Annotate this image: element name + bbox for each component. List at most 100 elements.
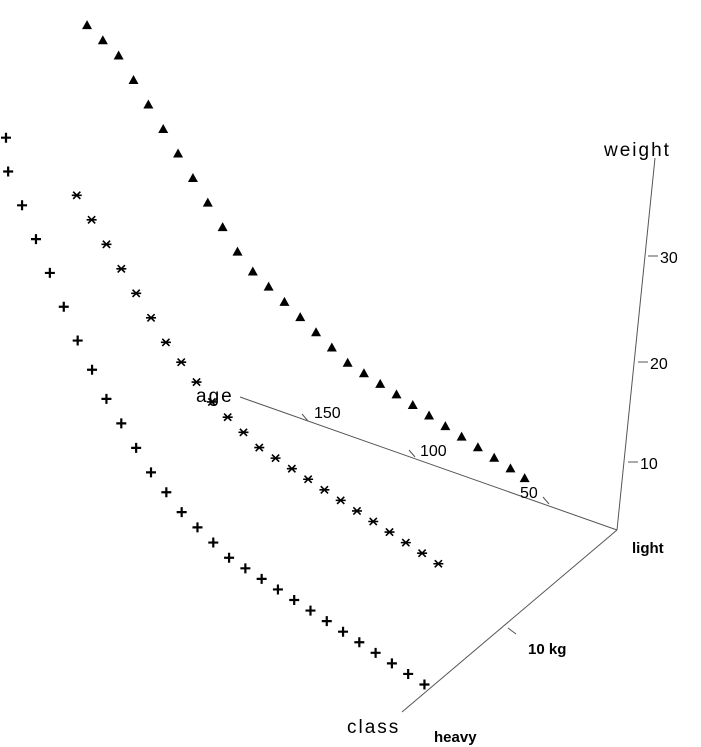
data-point-star-21 bbox=[101, 240, 112, 249]
data-point-star-4 bbox=[368, 517, 379, 526]
data-point-triangle-15 bbox=[279, 296, 290, 306]
data-point-plus-6 bbox=[321, 616, 332, 627]
data-point-triangle-3 bbox=[472, 442, 483, 452]
data-point-triangle-21 bbox=[187, 173, 198, 183]
data-point-triangle-13 bbox=[311, 327, 322, 337]
data-point-triangle-2 bbox=[489, 452, 500, 462]
data-point-star-2 bbox=[400, 538, 411, 547]
data-point-plus-16 bbox=[161, 487, 172, 498]
age-axis-line bbox=[239, 396, 618, 531]
data-point-star-16 bbox=[176, 358, 187, 367]
data-point-plus-2 bbox=[386, 658, 397, 669]
class-axis-line bbox=[401, 529, 618, 713]
data-point-star-15 bbox=[191, 377, 202, 387]
data-point-triangle-19 bbox=[217, 222, 228, 232]
data-point-triangle-4 bbox=[456, 431, 467, 441]
data-point-triangle-24 bbox=[143, 99, 154, 109]
data-point-plus-1 bbox=[403, 668, 414, 679]
data-point-star-8 bbox=[303, 475, 314, 484]
data-point-triangle-14 bbox=[295, 312, 306, 322]
data-point-star-17 bbox=[160, 338, 171, 347]
data-point-star-23 bbox=[71, 191, 82, 200]
data-point-triangle-26 bbox=[113, 50, 124, 60]
data-point-triangle-17 bbox=[247, 266, 258, 276]
data-point-triangle-6 bbox=[424, 410, 435, 420]
data-point-plus-12 bbox=[224, 552, 235, 563]
data-point-star-9 bbox=[286, 464, 297, 473]
data-point-star-3 bbox=[384, 527, 395, 537]
age-axis-label: age bbox=[196, 386, 234, 407]
data-point-plus-5 bbox=[338, 626, 349, 637]
data-point-star-0 bbox=[433, 559, 444, 568]
data-point-triangle-9 bbox=[375, 378, 386, 388]
data-point-triangle-10 bbox=[358, 368, 369, 378]
data-point-plus-15 bbox=[176, 507, 187, 518]
age-tick-100: 100 bbox=[420, 443, 447, 460]
data-point-triangle-0 bbox=[519, 473, 530, 483]
weight-axis-label: weight bbox=[603, 140, 671, 161]
data-point-plus-3 bbox=[370, 647, 381, 658]
data-point-triangle-12 bbox=[326, 342, 337, 352]
age-tick-50-mark bbox=[542, 496, 550, 505]
data-point-triangle-7 bbox=[407, 399, 418, 409]
data-marks bbox=[1, 20, 530, 690]
age-tick-150-mark bbox=[301, 413, 309, 422]
data-point-triangle-25 bbox=[128, 75, 139, 85]
data-point-star-20 bbox=[116, 264, 127, 273]
weight-tick-30: 30 bbox=[660, 250, 678, 267]
data-point-triangle-28 bbox=[82, 20, 93, 30]
data-point-plus-20 bbox=[101, 393, 112, 404]
data-point-star-10 bbox=[270, 453, 281, 463]
data-point-plus-18 bbox=[131, 442, 142, 453]
data-point-plus-9 bbox=[272, 584, 283, 595]
data-point-star-12 bbox=[238, 428, 249, 437]
data-point-plus-7 bbox=[305, 605, 316, 616]
data-point-triangle-8 bbox=[391, 389, 402, 399]
data-point-triangle-5 bbox=[440, 421, 451, 431]
data-point-star-19 bbox=[131, 289, 142, 298]
data-point-star-1 bbox=[417, 549, 428, 558]
data-point-plus-22 bbox=[72, 335, 83, 346]
data-point-plus-14 bbox=[192, 522, 203, 533]
data-point-star-7 bbox=[319, 485, 330, 494]
weight-tick-10: 10 bbox=[640, 456, 658, 473]
data-point-plus-28 bbox=[1, 132, 11, 143]
class-tick-10kg: 10 kg bbox=[528, 641, 566, 658]
data-point-star-18 bbox=[146, 313, 157, 323]
data-point-triangle-18 bbox=[232, 246, 243, 256]
data-point-star-6 bbox=[335, 496, 346, 505]
data-point-star-22 bbox=[86, 215, 97, 224]
data-point-triangle-27 bbox=[97, 35, 108, 45]
data-point-triangle-11 bbox=[342, 357, 353, 367]
data-point-plus-11 bbox=[240, 563, 251, 574]
data-point-star-14 bbox=[206, 397, 217, 407]
data-point-plus-24 bbox=[44, 267, 55, 278]
data-point-plus-26 bbox=[17, 200, 28, 211]
data-point-triangle-16 bbox=[263, 281, 274, 291]
data-point-plus-8 bbox=[289, 595, 300, 606]
weight-axis-line bbox=[616, 157, 656, 531]
age-tick-50: 50 bbox=[520, 485, 538, 502]
data-point-plus-10 bbox=[256, 573, 267, 584]
data-point-plus-4 bbox=[354, 637, 365, 648]
data-point-plus-21 bbox=[87, 364, 98, 375]
data-point-plus-25 bbox=[30, 234, 41, 245]
class-tick-heavy: heavy bbox=[434, 729, 477, 746]
data-point-triangle-23 bbox=[158, 124, 169, 134]
weight-tick-20: 20 bbox=[650, 356, 668, 373]
data-point-plus-23 bbox=[58, 301, 69, 312]
data-point-star-11 bbox=[254, 443, 265, 452]
data-point-plus-27 bbox=[3, 166, 14, 177]
age-tick-100-mark bbox=[408, 449, 416, 458]
age-tick-150: 150 bbox=[314, 405, 341, 422]
data-point-triangle-20 bbox=[202, 197, 213, 207]
data-point-triangle-1 bbox=[505, 463, 516, 473]
data-point-plus-13 bbox=[208, 537, 219, 548]
data-point-triangle-22 bbox=[173, 148, 184, 158]
data-point-star-5 bbox=[351, 506, 362, 516]
class-tick-light: light bbox=[632, 540, 664, 557]
data-point-plus-17 bbox=[146, 467, 157, 478]
data-point-star-13 bbox=[222, 412, 233, 422]
class-axis-label: class bbox=[347, 717, 400, 738]
